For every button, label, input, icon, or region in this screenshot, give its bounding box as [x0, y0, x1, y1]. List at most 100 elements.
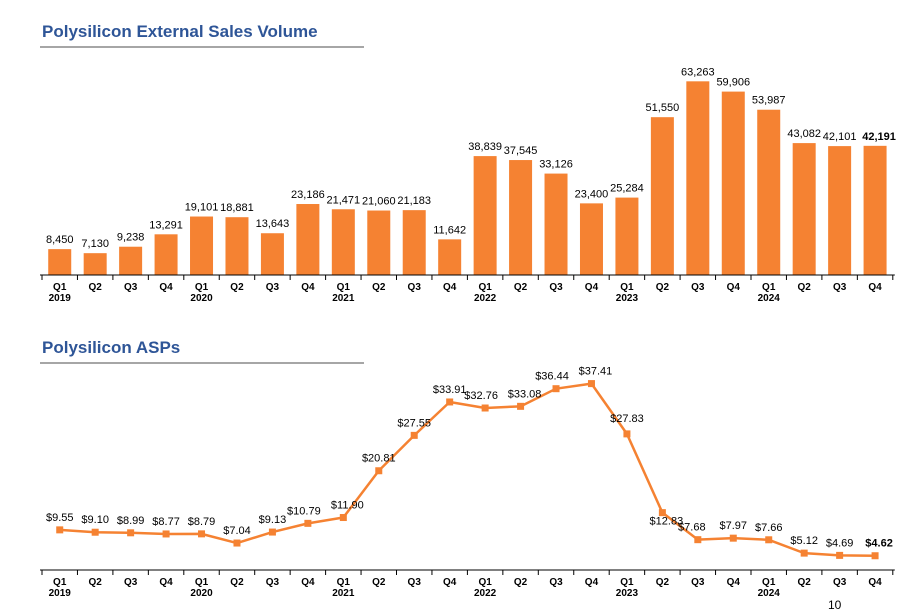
bar	[757, 109, 781, 275]
bar	[650, 117, 674, 275]
data-label: 11,642	[433, 224, 466, 236]
data-point	[694, 536, 702, 544]
data-point	[765, 536, 773, 544]
tick-label: Q4	[868, 577, 882, 588]
data-point	[552, 385, 560, 393]
data-label: $36.44	[535, 371, 569, 383]
data-label: 19,101	[185, 202, 219, 214]
year-label: 2022	[474, 588, 497, 599]
tick-label: Q2	[372, 282, 386, 293]
bar	[119, 246, 143, 275]
data-point	[233, 539, 241, 547]
data-label: $9.13	[259, 514, 287, 526]
tick-label: Q3	[408, 577, 422, 588]
bar	[721, 91, 745, 275]
tick-label: Q2	[230, 577, 244, 588]
tick-label: Q2	[798, 282, 812, 293]
bar	[792, 143, 816, 275]
data-label: 13,643	[256, 218, 290, 230]
data-label: 53,987	[752, 95, 786, 107]
year-label: 2019	[49, 293, 72, 304]
data-point	[127, 529, 135, 537]
data-label: $7.97	[720, 520, 748, 532]
data-point	[56, 526, 64, 534]
data-label: $33.08	[508, 388, 542, 400]
bar	[544, 173, 568, 275]
bar	[48, 249, 72, 275]
data-point	[836, 551, 844, 559]
bar	[863, 145, 887, 275]
tick-label: Q3	[549, 577, 563, 588]
data-label: $37.41	[579, 366, 613, 378]
data-point	[339, 514, 347, 522]
data-point	[304, 519, 312, 527]
tick-label: Q3	[266, 577, 280, 588]
data-point	[410, 431, 418, 439]
data-label: $32.76	[464, 390, 498, 402]
tick-label: Q4	[585, 577, 599, 588]
data-label: $7.68	[678, 522, 706, 534]
tick-label: Q2	[656, 577, 670, 588]
year-label: 2023	[616, 588, 639, 599]
bar	[473, 156, 497, 275]
tick-label: Q4	[727, 577, 741, 588]
data-label: 38,839	[468, 141, 502, 153]
data-label: 37,545	[504, 145, 538, 157]
tick-label: Q2	[89, 577, 103, 588]
title-underline-volume	[40, 46, 364, 48]
data-label: 25,284	[610, 183, 644, 195]
bar	[615, 197, 639, 275]
data-label: 21,471	[326, 194, 360, 206]
data-label: $5.12	[790, 535, 818, 547]
tick-label: Q4	[868, 282, 882, 293]
data-label: 23,400	[575, 188, 609, 200]
data-point	[162, 530, 170, 538]
tick-label: Q1	[478, 282, 492, 293]
data-label: $4.62	[865, 538, 893, 550]
chart-title-volume: Polysilicon External Sales Volume	[42, 22, 318, 41]
data-label: $7.66	[755, 522, 783, 534]
tick-label: Q3	[833, 577, 847, 588]
bar	[367, 210, 391, 275]
year-label: 2021	[332, 293, 355, 304]
tick-label: Q1	[478, 577, 492, 588]
bar	[331, 209, 355, 275]
data-label: $4.69	[826, 537, 854, 549]
tick-label: Q2	[230, 282, 244, 293]
page-number: 10	[828, 598, 842, 612]
data-label: 63,263	[681, 66, 715, 78]
data-point	[729, 534, 737, 542]
series-line	[59, 382, 876, 557]
tick-label: Q1	[762, 577, 776, 588]
data-point	[871, 552, 879, 560]
data-label: $27.55	[397, 417, 431, 429]
title-underline-asp	[40, 362, 364, 364]
data-label: $8.99	[117, 515, 145, 527]
bar	[509, 160, 533, 275]
tick-label: Q4	[159, 282, 173, 293]
data-label: 7,130	[81, 238, 109, 250]
bar	[828, 146, 852, 275]
data-label: 13,291	[149, 219, 183, 231]
data-label: $9.10	[81, 514, 109, 526]
year-label: 2020	[190, 293, 213, 304]
bar	[154, 234, 178, 275]
year-label: 2021	[332, 588, 355, 599]
data-label: 18,881	[220, 202, 254, 214]
bar	[260, 233, 284, 275]
tick-label: Q1	[195, 577, 209, 588]
data-label: 42,191	[862, 131, 896, 143]
tick-label: Q3	[691, 282, 705, 293]
data-label: 33,126	[539, 159, 573, 171]
data-label: 8,450	[46, 234, 74, 246]
tick-label: Q2	[798, 577, 812, 588]
tick-label: Q2	[89, 282, 103, 293]
data-label: $27.83	[610, 413, 644, 425]
data-label: 9,238	[117, 232, 145, 244]
data-label: $11.90	[331, 500, 364, 512]
tick-label: Q1	[53, 282, 67, 293]
tick-label: Q4	[443, 282, 457, 293]
tick-label: Q1	[762, 282, 776, 293]
data-label: $33.91	[433, 384, 467, 396]
